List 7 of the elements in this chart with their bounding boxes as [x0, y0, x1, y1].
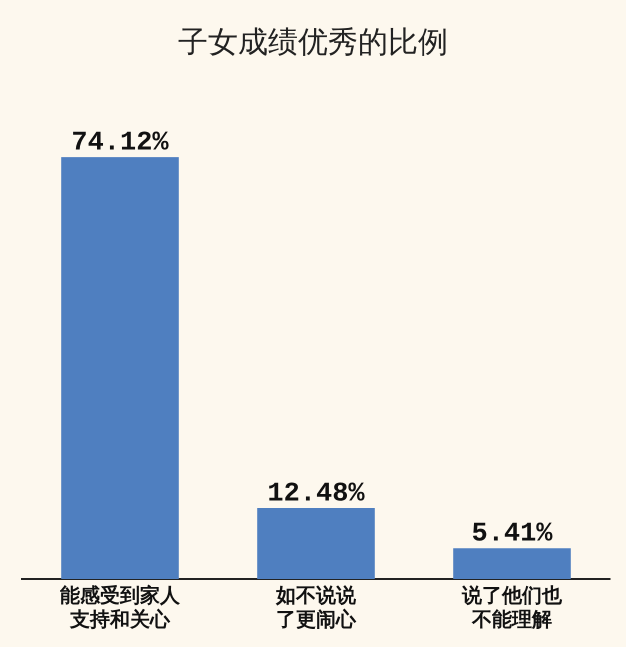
data-label: 5.41%	[471, 520, 554, 550]
x-tick-label: 能感受到家人支持和关心	[60, 583, 181, 632]
data-label: 12.48%	[267, 479, 366, 510]
x-tick-label: 说了他们也不能理解	[461, 583, 563, 632]
chart-title: 子女成绩优秀的比例	[177, 24, 449, 62]
data-label: 74.12%	[71, 128, 170, 158]
x-tick-label: 如不说说了更闹心	[275, 583, 357, 632]
